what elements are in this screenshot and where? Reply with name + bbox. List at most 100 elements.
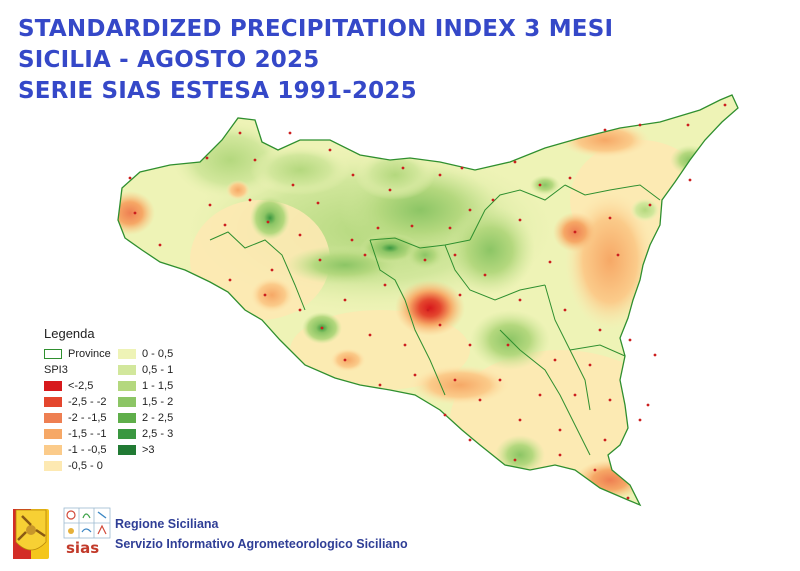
legend-positive-item: 2,5 - 3 bbox=[118, 426, 173, 442]
station-dot bbox=[238, 131, 242, 135]
station-dot bbox=[270, 268, 274, 272]
station-dot bbox=[568, 176, 572, 180]
station-dot bbox=[403, 343, 407, 347]
station-dot bbox=[603, 438, 607, 442]
legend-negative-item: <-2,5 bbox=[44, 378, 111, 394]
legend-title: Legenda bbox=[44, 326, 95, 341]
map-title: STANDARDIZED PRECIPITATION INDEX 3 MESI … bbox=[18, 14, 613, 107]
province-border-siracusa bbox=[569, 344, 626, 357]
footer: sias Regione Siciliana Servizio Informat… bbox=[12, 506, 412, 562]
station-dot bbox=[438, 173, 442, 177]
station-dot bbox=[205, 156, 209, 160]
station-dot bbox=[638, 123, 642, 127]
station-dot bbox=[513, 458, 517, 462]
station-dot bbox=[558, 428, 562, 432]
station-dot bbox=[320, 326, 324, 330]
station-dot bbox=[223, 223, 227, 227]
station-dot bbox=[468, 208, 472, 212]
station-dot bbox=[553, 358, 557, 362]
station-dot bbox=[638, 418, 642, 422]
station-dot bbox=[351, 173, 355, 177]
station-dot bbox=[478, 398, 482, 402]
station-dot bbox=[458, 293, 462, 297]
legend-class-label: 0,5 - 1 bbox=[142, 364, 174, 376]
legend-swatch bbox=[44, 413, 62, 423]
station-dot bbox=[291, 183, 295, 187]
station-dot bbox=[413, 373, 417, 377]
station-dot bbox=[298, 233, 302, 237]
station-dot bbox=[688, 178, 692, 182]
station-dot bbox=[628, 338, 632, 342]
legend-class-label: 2,5 - 3 bbox=[142, 428, 174, 440]
legend-col-positive: 0 - 0,5 0,5 - 1 1 - 1,5 1,5 - 2 2 - 2,5 2,5 -… bbox=[118, 346, 173, 458]
station-dot bbox=[593, 468, 597, 472]
station-dot bbox=[423, 258, 427, 262]
station-dot bbox=[653, 353, 657, 357]
legend-swatch bbox=[118, 381, 136, 391]
legend-swatch bbox=[44, 381, 62, 391]
legend-class-label: 0 - 0,5 bbox=[142, 348, 174, 360]
station-dot bbox=[443, 413, 447, 417]
legend-negative-item: -0,5 - 0 bbox=[44, 458, 111, 474]
station-dot bbox=[426, 308, 430, 312]
legend-class-label: 1,5 - 2 bbox=[142, 396, 174, 408]
legend-positive-item: 0 - 0,5 bbox=[118, 346, 173, 362]
station-dot bbox=[343, 358, 347, 362]
station-dot bbox=[448, 226, 452, 230]
org-line-1: Regione Siciliana bbox=[115, 517, 219, 531]
regione-siciliana-logo-icon bbox=[13, 509, 49, 559]
province-borders bbox=[209, 184, 661, 456]
station-dot bbox=[598, 328, 602, 332]
legend-swatch bbox=[44, 397, 62, 407]
station-dot bbox=[266, 220, 270, 224]
station-dot bbox=[438, 323, 442, 327]
station-dot bbox=[388, 188, 392, 192]
legend-negative-item: -1 - -0,5 bbox=[44, 442, 111, 458]
legend-negative-item: -1,5 - -1 bbox=[44, 426, 111, 442]
station-dot bbox=[350, 238, 354, 242]
legend-swatch bbox=[118, 365, 136, 375]
legend-spi-label: SPI3 bbox=[44, 364, 68, 376]
station-dot bbox=[263, 293, 267, 297]
station-dot bbox=[453, 253, 457, 257]
title-line-1: STANDARDIZED PRECIPITATION INDEX 3 MESI bbox=[18, 16, 614, 42]
station-dot bbox=[563, 308, 567, 312]
station-dot bbox=[318, 258, 322, 262]
station-dot bbox=[453, 378, 457, 382]
station-dot bbox=[468, 343, 472, 347]
title-line-2: SICILIA - AGOSTO 2025 bbox=[18, 47, 320, 73]
province-swatch bbox=[44, 349, 62, 359]
map-legend: Legenda Province SPI3 <-2,5 -2,5 - -2 -2 -… bbox=[44, 326, 173, 472]
legend-class-label: 2 - 2,5 bbox=[142, 412, 174, 424]
station-dot bbox=[328, 148, 332, 152]
legend-swatch bbox=[118, 397, 136, 407]
station-dot bbox=[401, 166, 405, 170]
legend-province-label: Province bbox=[68, 348, 111, 360]
legend-swatch bbox=[118, 445, 136, 455]
station-dot bbox=[316, 201, 320, 205]
station-dot bbox=[518, 418, 522, 422]
station-dot bbox=[506, 343, 510, 347]
legend-class-label: -2,5 - -2 bbox=[68, 396, 107, 408]
station-dot bbox=[483, 273, 487, 277]
legend-class-label: 1 - 1,5 bbox=[142, 380, 174, 392]
station-dot bbox=[608, 398, 612, 402]
station-dot bbox=[133, 211, 137, 215]
legend-negative-item: -2 - -1,5 bbox=[44, 410, 111, 426]
province-border-palermo bbox=[369, 237, 471, 249]
station-dot bbox=[548, 260, 552, 264]
station-dot bbox=[208, 203, 212, 207]
station-dot bbox=[378, 383, 382, 387]
legend-negative-item: -2,5 - -2 bbox=[44, 394, 111, 410]
station-dot bbox=[363, 253, 367, 257]
station-dot bbox=[343, 298, 347, 302]
station-dot bbox=[518, 218, 522, 222]
legend-class-label: <-2,5 bbox=[68, 380, 94, 392]
station-dot bbox=[288, 131, 292, 135]
station-dot bbox=[460, 166, 464, 170]
legend-swatch bbox=[44, 461, 62, 471]
station-dot bbox=[498, 378, 502, 382]
station-dot bbox=[158, 243, 162, 247]
station-dot bbox=[468, 438, 472, 442]
